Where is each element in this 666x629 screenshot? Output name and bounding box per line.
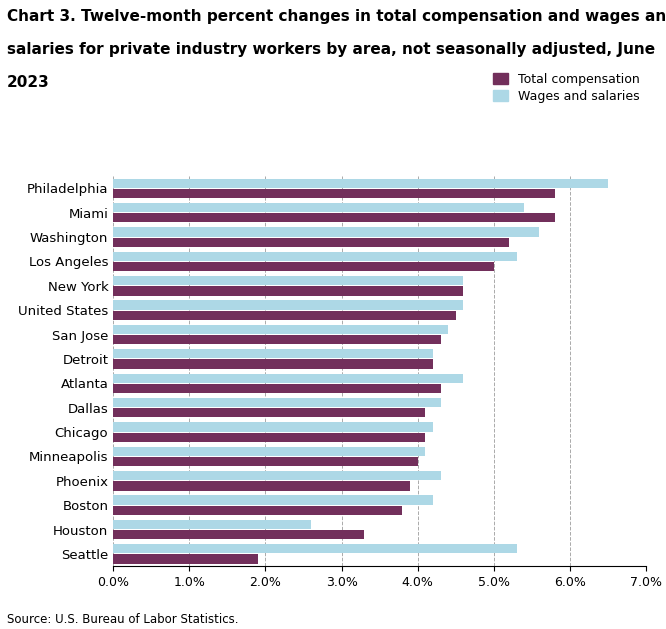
Bar <box>113 422 433 431</box>
Bar <box>113 530 364 539</box>
Text: 2023: 2023 <box>7 75 49 90</box>
Text: Source: U.S. Bureau of Labor Statistics.: Source: U.S. Bureau of Labor Statistics. <box>7 613 238 626</box>
Bar <box>113 457 418 466</box>
Bar <box>113 286 464 296</box>
Bar <box>113 213 555 223</box>
Bar <box>113 335 440 344</box>
Bar <box>113 203 524 212</box>
Legend: Total compensation, Wages and salaries: Total compensation, Wages and salaries <box>493 73 640 103</box>
Bar <box>113 384 440 393</box>
Bar <box>113 238 509 247</box>
Bar <box>113 189 555 198</box>
Bar <box>113 252 517 261</box>
Bar <box>113 179 608 188</box>
Bar <box>113 408 426 418</box>
Bar <box>113 276 464 286</box>
Bar <box>113 481 410 491</box>
Bar <box>113 554 258 564</box>
Text: Chart 3. Twelve-month percent changes in total compensation and wages and: Chart 3. Twelve-month percent changes in… <box>7 9 666 25</box>
Bar <box>113 471 440 481</box>
Bar <box>113 447 426 456</box>
Bar <box>113 359 433 369</box>
Text: salaries for private industry workers by area, not seasonally adjusted, June: salaries for private industry workers by… <box>7 42 655 57</box>
Bar <box>113 433 426 442</box>
Bar <box>113 349 433 359</box>
Bar <box>113 262 494 271</box>
Bar <box>113 374 464 383</box>
Bar <box>113 311 456 320</box>
Bar <box>113 544 517 554</box>
Bar <box>113 506 402 515</box>
Bar <box>113 398 440 407</box>
Bar <box>113 301 464 309</box>
Bar <box>113 227 539 237</box>
Bar <box>113 325 448 334</box>
Bar <box>113 496 433 504</box>
Bar <box>113 520 311 529</box>
